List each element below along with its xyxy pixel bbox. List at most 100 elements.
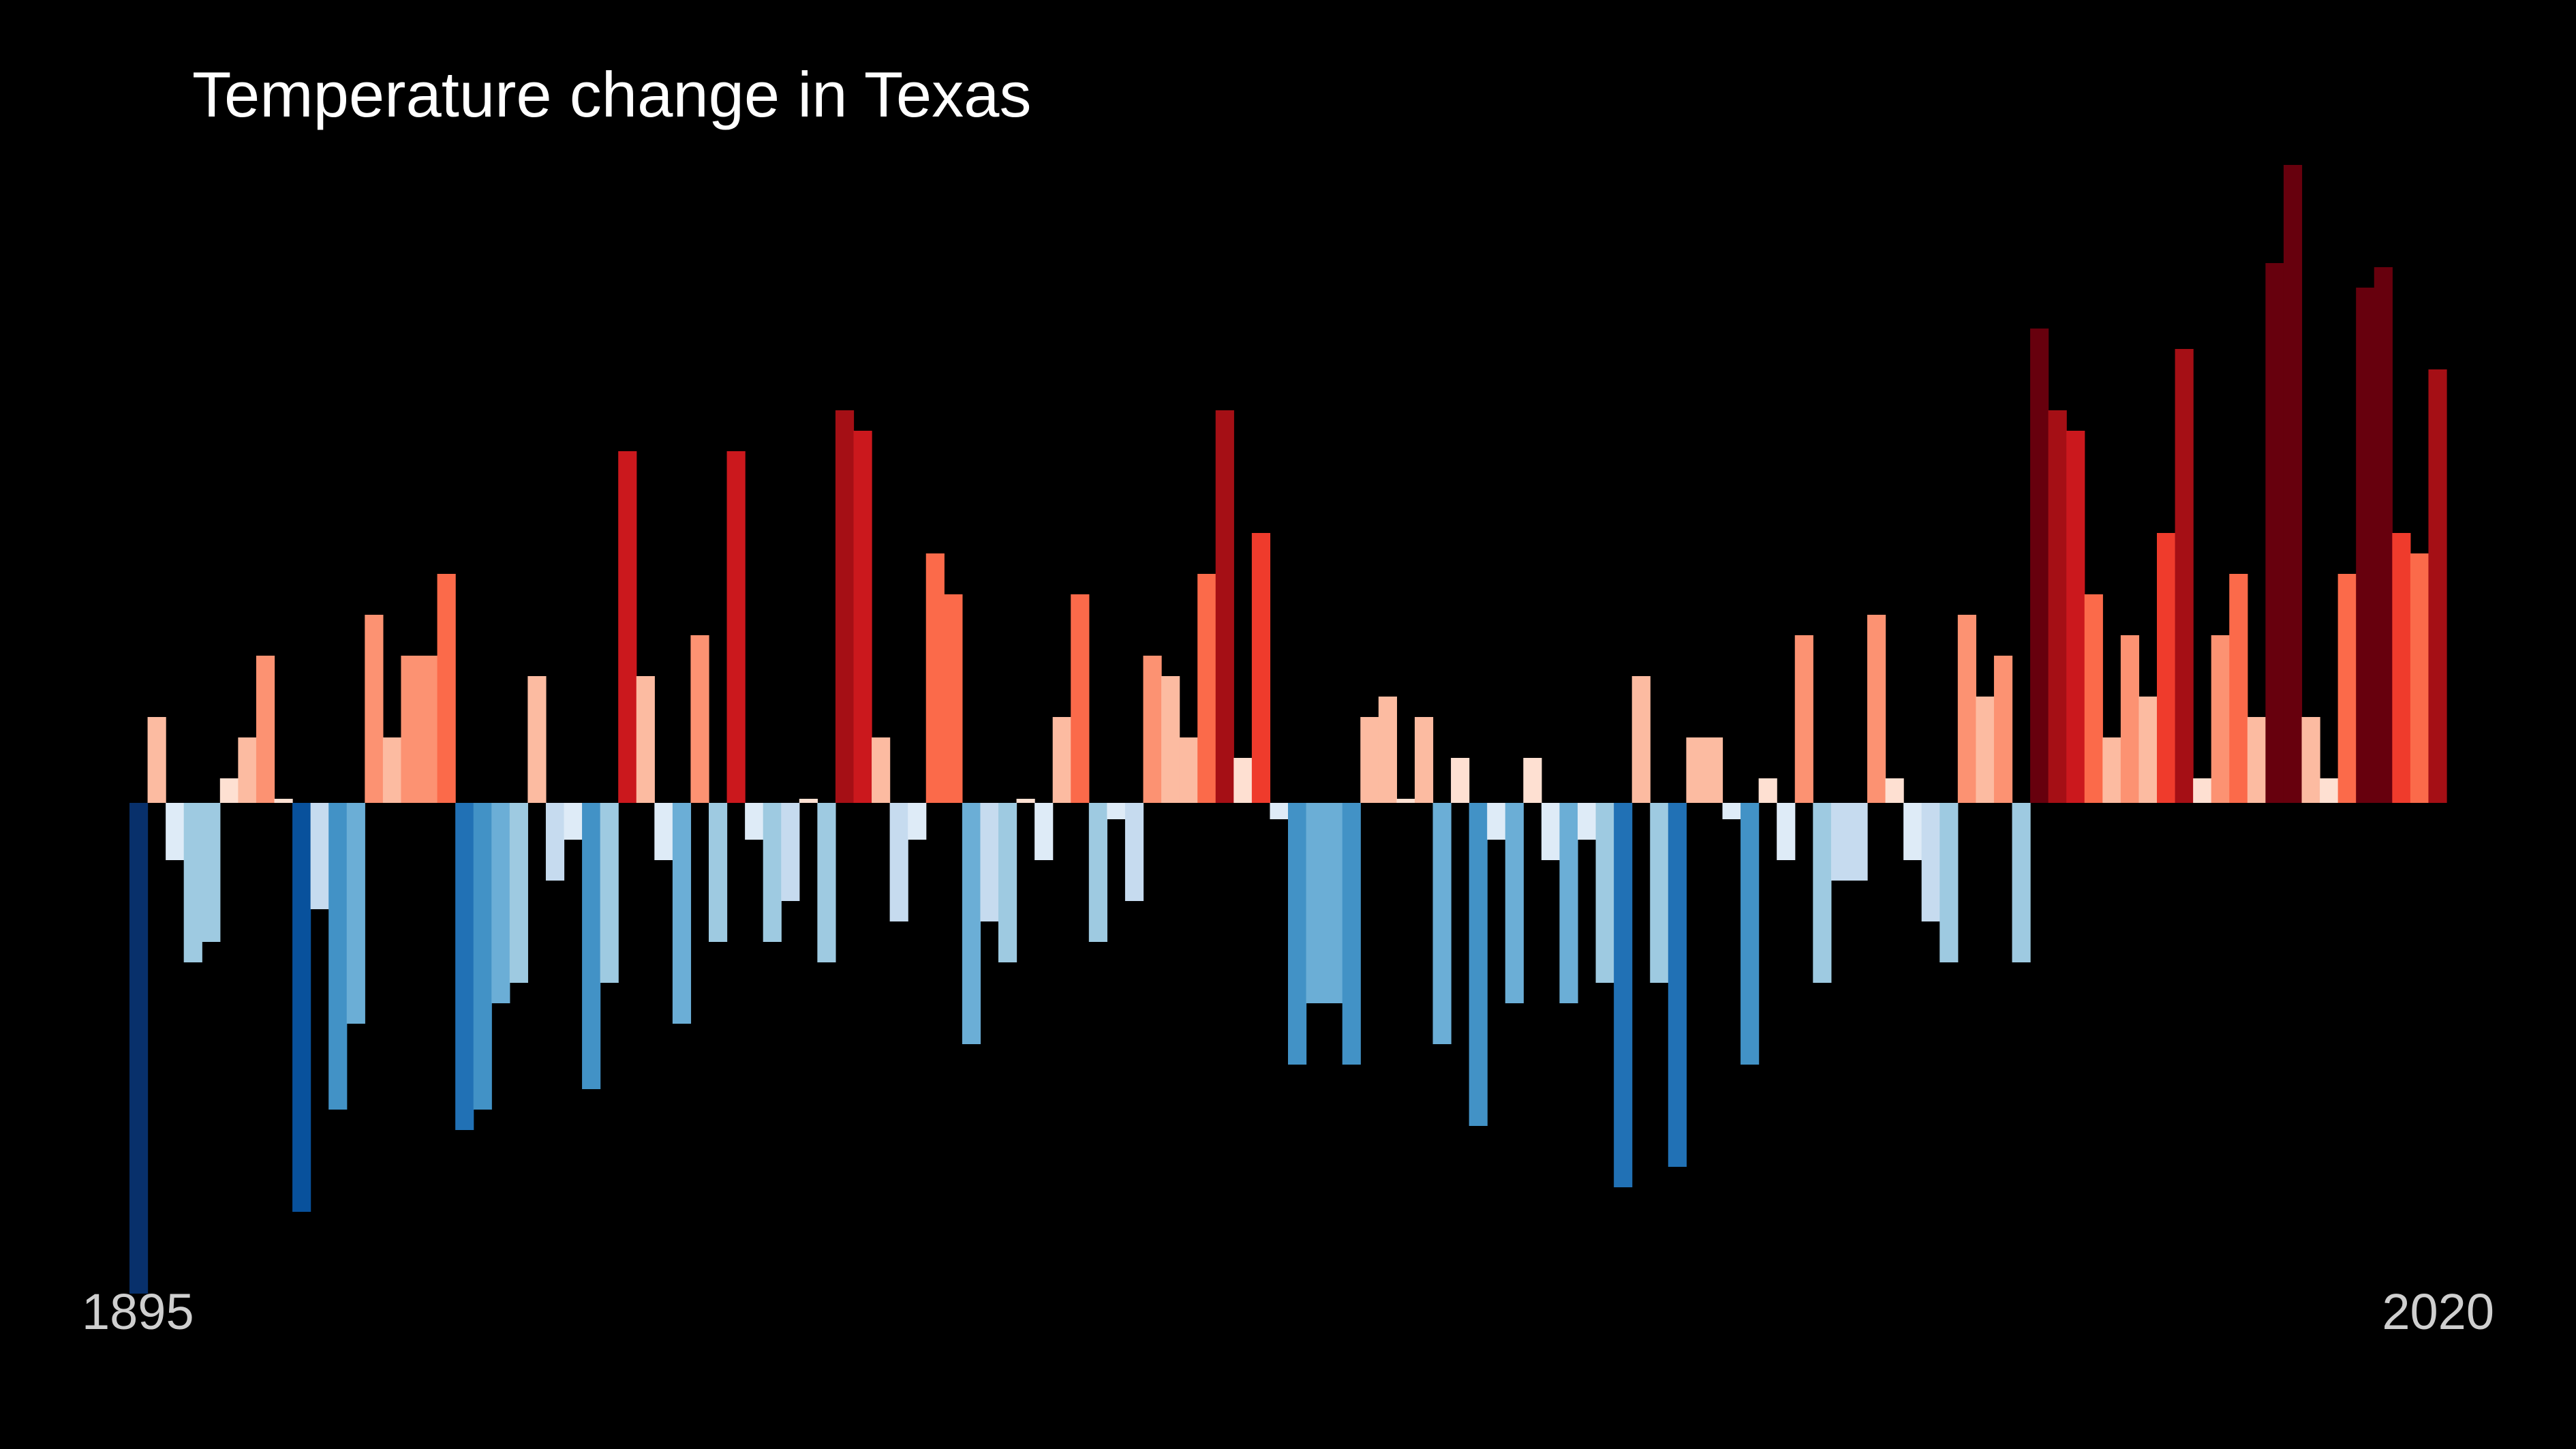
bar-1899 (202, 803, 221, 942)
bar-1927 (709, 803, 728, 942)
bar-1993 (1903, 803, 1922, 860)
bar-1996 (1957, 615, 1976, 803)
bar-1941 (962, 803, 981, 1044)
bar-1947 (1071, 594, 1090, 803)
bar-1923 (636, 676, 655, 803)
bar-1986 (1777, 803, 1796, 860)
bar-1983 (1722, 803, 1741, 819)
chart-title: Temperature change in Texas (192, 59, 1032, 130)
bar-1988 (1813, 803, 1832, 983)
bar-1896 (147, 717, 166, 803)
bar-2017 (2337, 574, 2357, 803)
bar-1987 (1794, 635, 1813, 803)
bar-1950 (1124, 803, 1144, 901)
bar-2014 (2283, 165, 2303, 803)
bar-1930 (763, 803, 782, 942)
bar-1924 (654, 803, 673, 860)
bar-1974 (1559, 803, 1578, 1003)
bar-1989 (1830, 803, 1850, 881)
bar-1929 (745, 803, 764, 840)
bar-1963 (1360, 717, 1379, 803)
bar-2000 (2030, 329, 2049, 803)
bar-1977 (1614, 803, 1633, 1187)
bar-2012 (2247, 717, 2266, 803)
bar-1956 (1233, 758, 1253, 803)
bar-2021 (2410, 553, 2429, 803)
bar-1966 (1414, 717, 1434, 803)
bar-1981 (1686, 737, 1705, 803)
bar-1940 (944, 594, 963, 803)
bar-1965 (1396, 799, 1415, 803)
bar-1951 (1143, 656, 1162, 803)
bar-1925 (672, 803, 692, 1024)
bar-2010 (2211, 635, 2230, 803)
bar-1949 (1107, 803, 1126, 819)
bar-1900 (219, 778, 239, 803)
bar-1895 (129, 803, 149, 1294)
bar-1985 (1758, 778, 1777, 803)
bar-1968 (1451, 758, 1470, 803)
bar-1907 (346, 803, 365, 1024)
bar-1990 (1849, 803, 1868, 881)
bar-1903 (274, 799, 293, 803)
bar-2016 (2320, 778, 2339, 803)
bar-1909 (382, 737, 402, 803)
bar-1992 (1885, 778, 1904, 803)
bar-1960 (1306, 803, 1325, 1003)
bar-1914 (473, 803, 492, 1110)
bar-2022 (2428, 369, 2447, 803)
bar-1978 (1631, 676, 1651, 803)
bar-1945 (1034, 803, 1054, 860)
bar-2004 (2102, 737, 2121, 803)
bar-1928 (726, 451, 746, 803)
bar-2013 (2265, 263, 2284, 803)
bar-1995 (1939, 803, 1959, 962)
bar-1915 (491, 803, 510, 1003)
bar-1936 (872, 737, 891, 803)
bar-1955 (1215, 410, 1234, 803)
bar-1957 (1251, 533, 1271, 803)
bar-1932 (799, 799, 818, 803)
bar-1911 (419, 656, 438, 803)
bar-2007 (2157, 533, 2176, 803)
bar-1906 (328, 803, 348, 1110)
bar-1948 (1088, 803, 1107, 942)
bar-1939 (925, 553, 945, 803)
x-tick-label-start: 1895 (82, 1283, 194, 1340)
bar-1964 (1378, 697, 1397, 803)
x-tick-label-end: 2020 (2382, 1283, 2494, 1340)
bar-1984 (1741, 803, 1760, 1065)
bar-1898 (183, 803, 202, 962)
bar-1922 (618, 451, 637, 803)
bar-1967 (1432, 803, 1452, 1044)
bar-1926 (690, 635, 709, 803)
bar-1952 (1161, 676, 1180, 803)
bar-1979 (1650, 803, 1669, 983)
bar-1917 (527, 676, 547, 803)
bar-1897 (166, 803, 185, 860)
bar-1902 (256, 656, 275, 803)
bar-1921 (600, 803, 619, 983)
bar-1997 (1976, 697, 1995, 803)
bar-1975 (1578, 803, 1597, 840)
bar-1969 (1469, 803, 1488, 1126)
bar-1998 (1993, 656, 2013, 803)
bar-1913 (455, 803, 474, 1130)
bar-1918 (545, 803, 565, 881)
bar-1994 (1921, 803, 1940, 921)
bar-1971 (1505, 803, 1524, 1003)
bar-2015 (2301, 717, 2320, 803)
bar-2019 (2374, 267, 2393, 803)
bar-2008 (2175, 349, 2194, 803)
bar-1934 (835, 410, 855, 803)
bar-1933 (817, 803, 836, 962)
bar-2002 (2066, 431, 2085, 803)
bar-1931 (781, 803, 800, 901)
bar-1953 (1179, 737, 1198, 803)
bar-2009 (2193, 778, 2212, 803)
bar-1976 (1595, 803, 1614, 983)
bar-1972 (1523, 758, 1542, 803)
bar-1958 (1270, 803, 1289, 819)
bar-1935 (853, 431, 872, 803)
